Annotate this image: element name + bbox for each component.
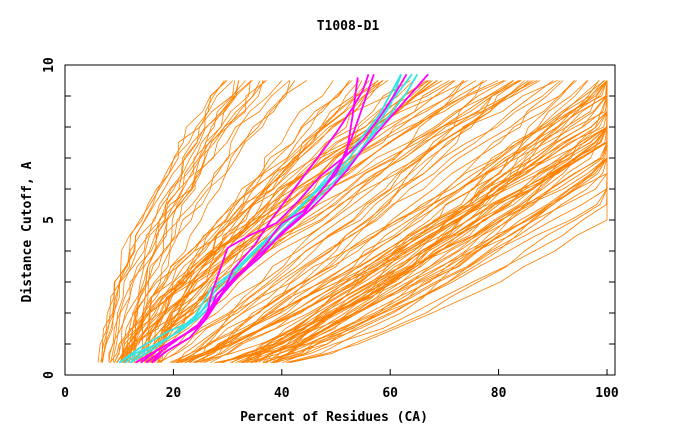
series-line-other-model [102, 80, 227, 363]
series-line-other-model [152, 80, 430, 363]
series-line-other-model [123, 80, 468, 363]
series-line-other-model [129, 80, 291, 363]
y-tick-label: 5 [42, 216, 57, 224]
series-line-other-model [246, 80, 608, 363]
series-line-model-A2 [145, 73, 408, 364]
series-line-other-model [251, 80, 608, 363]
series-line-other-model [272, 80, 608, 363]
x-tick-label: 100 [595, 386, 619, 401]
y-tick-label: 0 [42, 371, 57, 379]
series-line-other-model [220, 80, 575, 363]
series-line-other-model [97, 80, 239, 363]
series-line-other-model [218, 80, 608, 363]
series-line-other-model [160, 80, 608, 363]
series-line-other-model [253, 80, 608, 363]
series-line-other-model [230, 80, 608, 363]
series-line-other-model [128, 80, 521, 363]
series-line-other-model [177, 80, 534, 363]
series-line-other-model [195, 80, 608, 363]
series-line-other-model [285, 80, 608, 363]
series-line-other-model [144, 80, 538, 363]
series-line-other-model [189, 80, 515, 363]
x-tick-label: 40 [274, 386, 290, 401]
series-line-other-model [156, 80, 575, 363]
series-line-other-model [108, 80, 264, 363]
series-line-other-model [131, 80, 267, 363]
series-line-other-model [159, 80, 561, 363]
x-tick-label: 20 [166, 386, 182, 401]
y-axis-label: Distance Cutoff, A [20, 161, 35, 302]
series-line-other-model [171, 80, 588, 363]
series-line-other-model [112, 80, 290, 363]
series-line-other-model [263, 80, 608, 363]
series-line-other-model [144, 80, 353, 363]
series-line-other-model [272, 80, 600, 363]
y-tick-label: 10 [42, 57, 57, 73]
series-line-other-model [175, 80, 564, 363]
x-tick-label: 80 [491, 386, 507, 401]
x-tick-label: 60 [382, 386, 398, 401]
x-axis-label: Percent of Residues (CA) [240, 410, 428, 425]
series-line-other-model [216, 80, 605, 363]
series-line-other-model [188, 80, 608, 363]
ticks-layer: 0 20 40 60 80 100 0 5 10 [42, 57, 619, 401]
series-line-other-model [121, 80, 265, 363]
series-line-other-model [184, 80, 608, 363]
series-line-other-model [102, 80, 246, 363]
series-line-other-model [130, 80, 414, 363]
series-line-other-model [181, 80, 608, 363]
series-line-other-model [145, 80, 558, 363]
series-layer [97, 73, 608, 364]
series-line-other-model [144, 80, 464, 363]
series-line-model-A3 [151, 74, 370, 364]
series-line-other-model [136, 80, 389, 363]
series-line-other-model [189, 80, 525, 363]
chart-title: T1008-D1 [317, 19, 380, 34]
series-line-other-model [134, 80, 522, 363]
series-line-other-model [150, 80, 506, 363]
series-line-other-model [125, 80, 235, 363]
series-line-other-model [134, 80, 540, 363]
x-tick-label: 0 [61, 386, 69, 401]
series-line-other-model [238, 80, 608, 363]
series-line-other-model [222, 80, 608, 363]
series-line-other-model [123, 80, 283, 363]
series-line-model-A5 [140, 77, 359, 364]
series-line-other-model [235, 80, 608, 363]
series-line-other-model [201, 80, 608, 363]
series-line-other-model [101, 80, 261, 363]
series-line-other-model [108, 80, 296, 363]
series-line-other-model [110, 80, 252, 363]
